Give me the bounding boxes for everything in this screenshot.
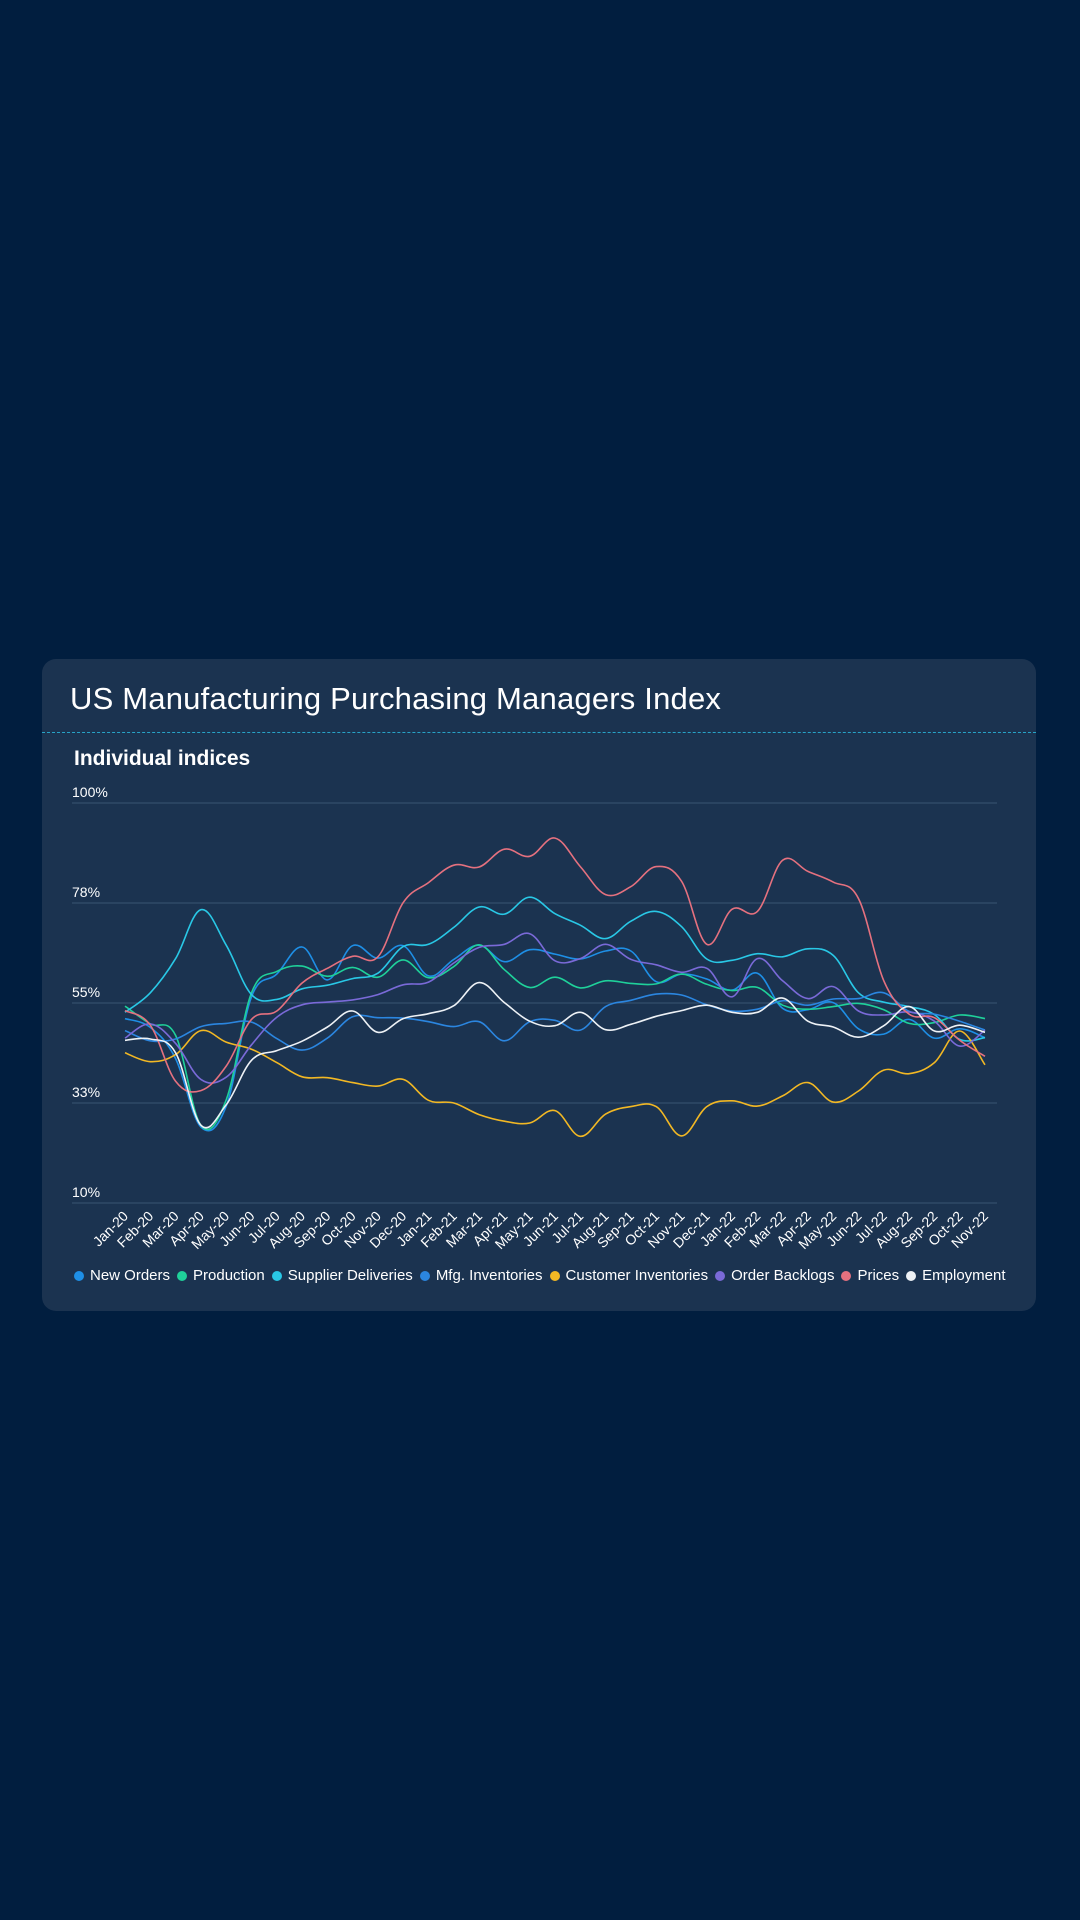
legend-item[interactable]: Mfg. Inventories [419,1267,543,1284]
chart-subtitle: Individual indices [74,747,251,770]
chart-card: US Manufacturing Purchasing Managers Ind… [42,659,1036,1311]
series-line-prices [124,837,986,1093]
legend-dot-icon [906,1270,917,1281]
series-line-customer-inventories [124,1029,986,1138]
legend-item[interactable]: Prices [841,1267,899,1284]
legend-label: Mfg. Inventories [435,1267,543,1284]
legend-item[interactable]: Supplier Deliveries [271,1267,413,1284]
y-tick-label: 55% [72,984,100,1000]
legend-dot-icon [74,1270,84,1281]
series-line-mfg-inventories [124,991,986,1051]
y-axis-ticks: 100% 78% 55% 33% 10% [72,784,108,1200]
legend-item[interactable]: Production [177,1267,265,1284]
series-line-order-backlogs [124,932,986,1084]
legend-item[interactable]: Customer Inventories [549,1267,709,1284]
legend-label: Prices [857,1267,900,1284]
legend-dot-icon [419,1270,430,1281]
legend-label: Order Backlogs [731,1267,835,1284]
gridlines [72,802,997,1204]
legend-label: Customer Inventories [565,1267,709,1284]
card-title: US Manufacturing Purchasing Managers Ind… [70,681,722,716]
legend-label: Production [193,1267,265,1284]
y-tick-label: 33% [72,1084,100,1100]
legend-dot-icon [841,1270,852,1281]
title-divider [42,732,1036,733]
y-tick-label: 100% [72,784,108,800]
y-tick-label: 78% [72,884,100,900]
legend-item[interactable]: Employment [906,1267,1006,1284]
legend-dot-icon [715,1270,726,1281]
series-line-supplier-deliveries [124,896,986,1042]
series-line-production [124,943,986,1131]
legend-dot-icon [549,1270,560,1281]
legend-item[interactable]: Order Backlogs [715,1267,834,1284]
line-chart: 100% 78% 55% 33% 10% Jan-20Feb-20Mar-20Apr-2… [72,784,997,1252]
legend-dot-icon [177,1270,188,1281]
y-tick-label: 10% [72,1184,100,1200]
x-axis-ticks: Jan-20Feb-20Mar-20Apr-20May-20Jun-20Jul-… [90,1208,992,1252]
series-lines [124,837,986,1138]
legend-label: Employment [922,1267,1006,1284]
chart-legend: New Orders Production Supplier Deliveries M… [74,1267,1013,1284]
legend-item[interactable]: New Orders [74,1267,170,1284]
legend-dot-icon [271,1270,282,1281]
legend-label: Supplier Deliveries [287,1267,413,1284]
legend-label: New Orders [90,1267,171,1284]
series-line-employment [124,981,986,1129]
